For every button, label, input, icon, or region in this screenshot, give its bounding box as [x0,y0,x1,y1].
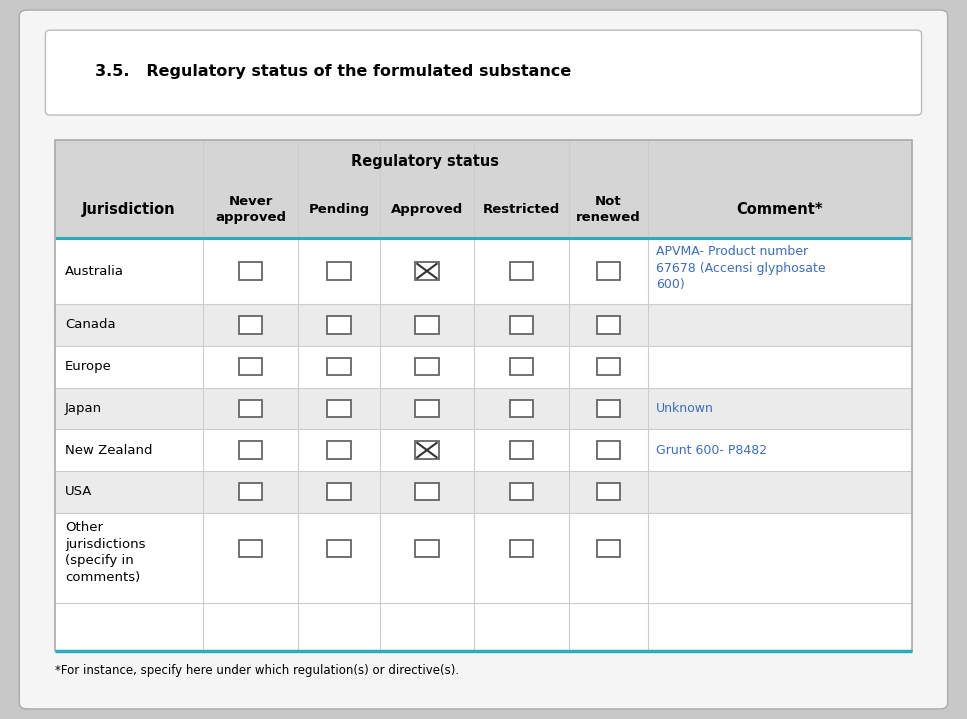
Bar [239,358,262,375]
Bar [239,316,262,334]
Bar [416,262,439,280]
Bar [55,513,912,603]
Bar [597,262,620,280]
Bar [597,483,620,500]
Text: Grunt 600- P8482: Grunt 600- P8482 [656,444,767,457]
Bar [597,316,620,334]
Text: Japan: Japan [65,402,102,415]
Bar [510,441,533,459]
Bar [416,358,439,375]
Bar [327,316,351,334]
Bar [510,400,533,417]
Bar [55,471,912,513]
FancyBboxPatch shape [19,10,948,709]
Text: *For instance, specify here under which regulation(s) or directive(s).: *For instance, specify here under which … [55,664,459,677]
Bar [510,262,533,280]
Bar [55,238,912,304]
Text: USA: USA [65,485,92,498]
Bar [416,441,439,459]
Bar [55,346,912,388]
Bar [597,400,620,417]
Bar [239,483,262,500]
Text: Canada: Canada [65,319,115,331]
Bar [416,316,439,334]
Text: Regulatory status: Regulatory status [351,154,500,168]
Text: Comment*: Comment* [737,203,823,217]
Text: Other
jurisdictions
(specify in
comments): Other jurisdictions (specify in comments… [65,521,145,584]
Bar [327,483,351,500]
Bar [55,429,912,471]
Bar [416,400,439,417]
Bar [55,304,912,346]
FancyBboxPatch shape [45,30,922,115]
Bar [510,483,533,500]
Text: Europe: Europe [65,360,111,373]
Bar [55,388,912,429]
Bar [597,540,620,557]
Bar [55,140,912,651]
Text: Approved: Approved [391,203,463,216]
Bar [416,540,439,557]
Bar [327,441,351,459]
Bar [239,262,262,280]
Text: Unknown: Unknown [656,402,714,415]
Bar [510,358,533,375]
Bar [239,441,262,459]
Bar [239,540,262,557]
Bar [327,358,351,375]
Bar [55,140,912,651]
Bar [416,483,439,500]
Text: Pending: Pending [308,203,369,216]
Text: Australia: Australia [65,265,124,278]
Text: Not
renewed: Not renewed [576,196,640,224]
Bar [597,441,620,459]
Bar [55,140,912,238]
Text: APVMA- Product number
67678 (Accensi glyphosate
600): APVMA- Product number 67678 (Accensi gly… [656,245,825,291]
Bar [510,540,533,557]
Text: Restricted: Restricted [483,203,560,216]
Bar [327,400,351,417]
Text: Jurisdiction: Jurisdiction [82,203,176,217]
Text: 3.5.   Regulatory status of the formulated substance: 3.5. Regulatory status of the formulated… [95,64,571,78]
Bar [510,316,533,334]
Text: New Zealand: New Zealand [65,444,152,457]
Bar [597,358,620,375]
Text: Never
approved: Never approved [215,196,286,224]
Bar [327,262,351,280]
Bar [327,540,351,557]
Bar [239,400,262,417]
